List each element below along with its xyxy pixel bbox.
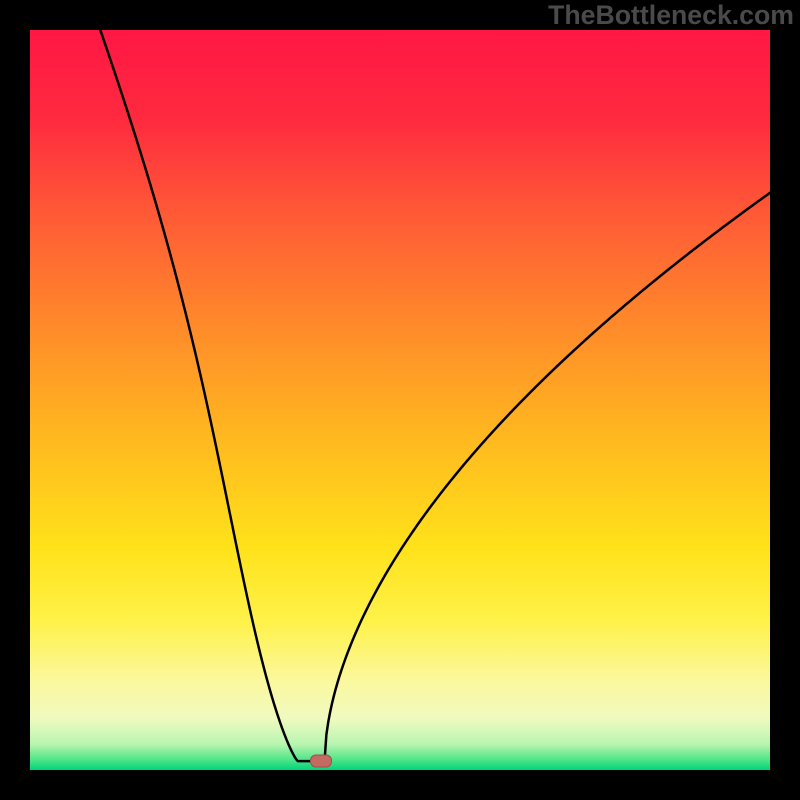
- chart-stage: TheBottleneck.com: [0, 0, 800, 800]
- bottleneck-curve: [100, 30, 770, 761]
- curve-layer: [30, 30, 770, 770]
- minimum-marker: [310, 755, 332, 768]
- plot-area: [30, 30, 770, 770]
- watermark-text: TheBottleneck.com: [548, 0, 794, 31]
